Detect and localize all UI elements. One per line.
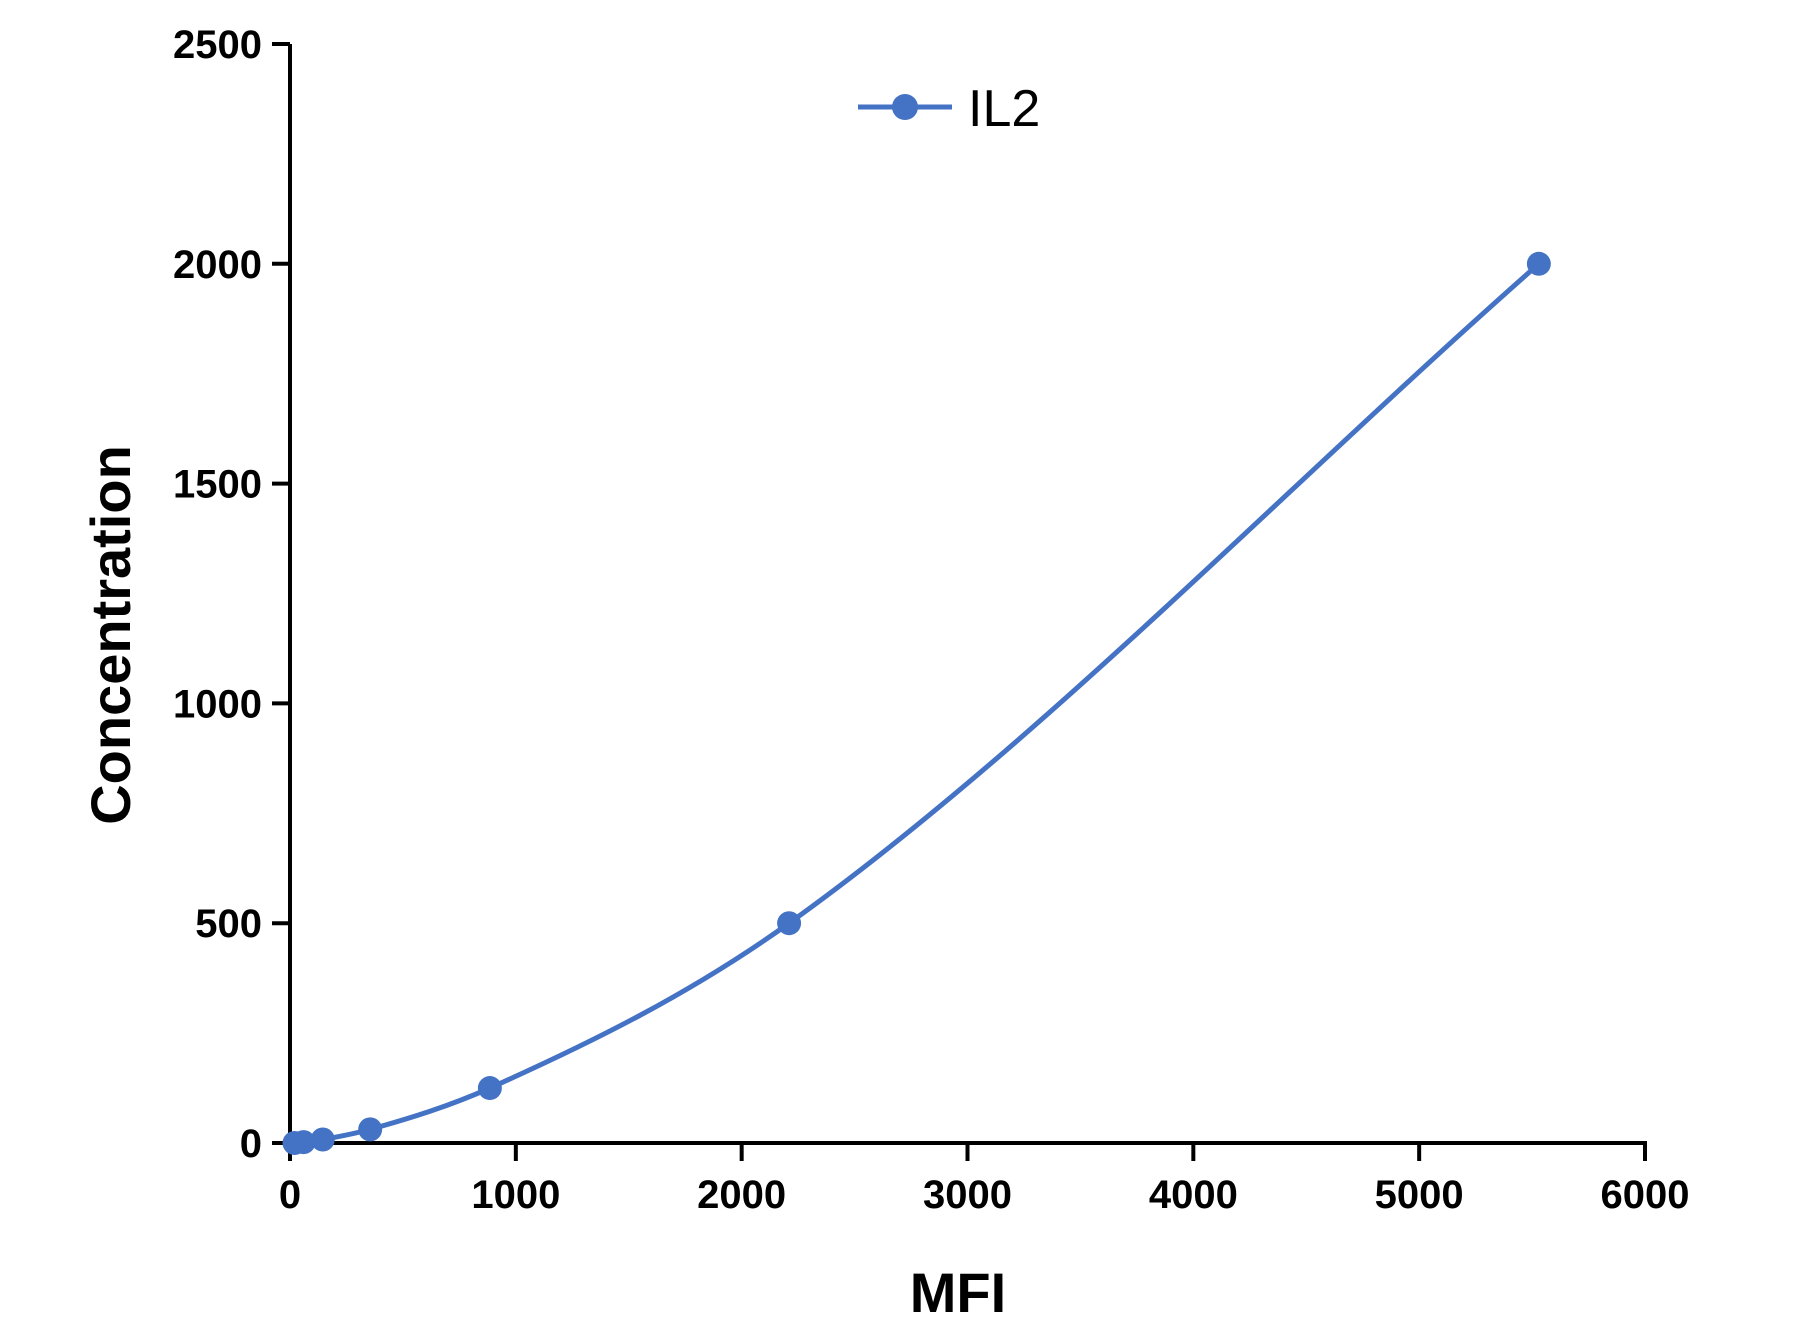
x-tick-label: 2000 [697,1173,786,1217]
data-point [477,1076,502,1101]
series-layer [282,251,1551,1155]
x-tick-label: 6000 [1601,1173,1690,1217]
y-tick-label: 500 [195,902,262,946]
y-axis-title: Concentration [79,445,142,825]
x-tick-label: 5000 [1375,1173,1464,1217]
legend: IL2 [858,80,1040,138]
data-point [310,1127,335,1152]
y-tick-label: 0 [240,1122,262,1166]
series-line [292,261,1542,1146]
x-tick-label: 1000 [471,1173,560,1217]
y-tick-label: 2500 [173,23,262,67]
axes [288,44,1647,1145]
y-tick-label: 2000 [173,243,262,287]
x-tick-label: 4000 [1149,1173,1238,1217]
data-point [1526,251,1551,276]
x-axis-title: MFI [910,1261,1006,1324]
data-point [777,911,802,936]
x-axis-ticks: 0 1000 2000 3000 4000 5000 6000 [279,1143,1690,1217]
legend-marker [892,94,918,120]
legend-label: IL2 [968,80,1040,138]
y-tick-label: 1500 [173,463,262,507]
y-axis-ticks: 0 500 1000 1500 2000 2500 [173,23,290,1166]
data-point [291,1130,316,1155]
y-tick-label: 1000 [173,682,262,726]
x-tick-label: 0 [279,1173,301,1217]
data-point [358,1117,383,1142]
x-tick-label: 3000 [923,1173,1012,1217]
